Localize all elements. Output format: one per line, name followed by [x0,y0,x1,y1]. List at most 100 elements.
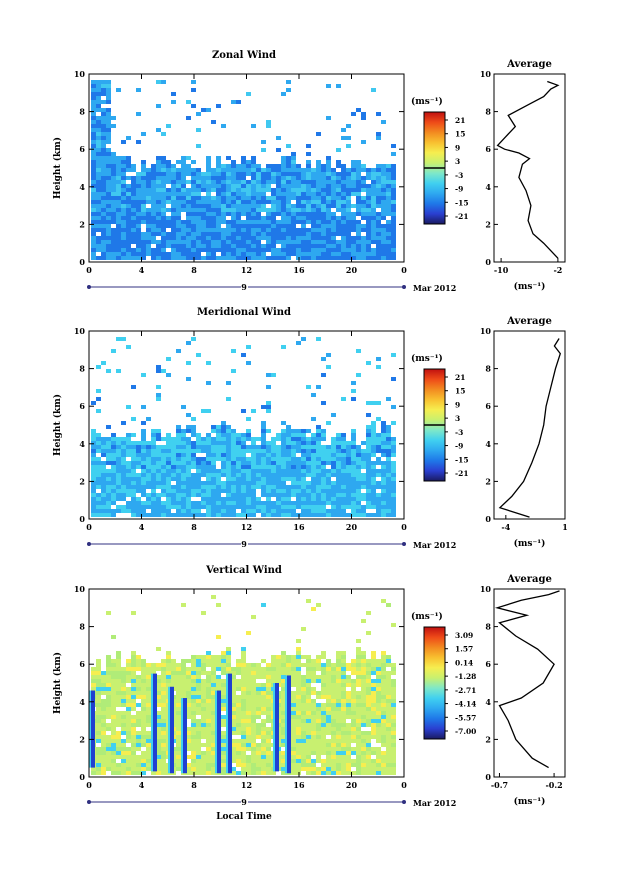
x-tick-label: 0 [86,780,92,790]
heatmap-cell [386,224,391,228]
heatmap-cell [316,743,321,747]
heatmap-cell [336,176,341,180]
heatmap-cell [121,248,126,252]
heatmap-cell [261,485,266,489]
heatmap-cell [101,144,106,148]
heatmap-cell [376,220,381,224]
heatmap-cell [106,655,111,659]
heatmap-cell [256,751,261,755]
heatmap-cell [201,751,206,755]
day-label-bg [241,282,248,292]
heatmap-cell [336,735,341,739]
heatmap-cell [361,473,366,477]
heatmap-cell [291,461,296,465]
heatmap-cell [331,683,336,687]
heatmap-cell [326,84,331,88]
heatmap-cell [166,509,171,513]
heatmap-cell [206,449,211,453]
heatmap-cell [196,445,201,449]
heatmap-cell [126,485,131,489]
heatmap-cell [131,719,136,723]
heatmap-cell [186,755,191,759]
heatmap-cell [206,477,211,481]
heatmap-cell [216,244,221,248]
heatmap-cell [376,707,381,711]
heatmap-cell [241,739,246,743]
day-axis-start [87,800,91,804]
heatmap-cell [256,509,261,513]
heatmap-cell [116,208,121,212]
heatmap-cell [206,703,211,707]
heatmap-cell [121,493,126,497]
heatmap-cell [271,252,276,256]
heatmap-cell [101,188,106,192]
heatmap-cell [301,220,306,224]
heatmap-cell [271,659,276,663]
heatmap-cell [196,449,201,453]
heatmap-cell [111,739,116,743]
heatmap-cell [91,244,96,248]
heatmap-cell [301,683,306,687]
heatmap-cell [306,473,311,477]
heatmap-cell [271,373,276,377]
heatmap-cell [196,461,201,465]
heatmap-cell [186,220,191,224]
heatmap-cell [206,160,211,164]
heatmap-cell [266,216,271,220]
heatmap-cell [231,429,236,433]
heatmap-cell [231,771,236,775]
heatmap-cell [226,469,231,473]
heatmap-cell [291,771,296,775]
heatmap-cell [371,695,376,699]
heatmap-cell [296,457,301,461]
heatmap-cell [331,505,336,509]
heatmap-cell [256,453,261,457]
heatmap-cell [136,244,141,248]
heatmap-cell [256,481,261,485]
heatmap-cell [101,124,106,128]
heatmap-cell [346,683,351,687]
heatmap-cell [111,687,116,691]
heatmap-cell [156,385,161,389]
heatmap-cell [201,208,206,212]
heatmap-cell [296,164,301,168]
heatmap-cell [286,212,291,216]
heatmap-cell [196,675,201,679]
heatmap-cell [211,493,216,497]
heatmap-cell [91,256,96,260]
heatmap-cell [126,164,131,168]
heatmap-cell [121,477,126,481]
heatmap-cell [281,433,286,437]
heatmap-cell [241,208,246,212]
heatmap-cell [271,655,276,659]
heatmap-cell [141,192,146,196]
heatmap-cell [166,240,171,244]
heatmap-cell [281,513,286,517]
heatmap-cell [251,493,256,497]
heatmap-cell [241,711,246,715]
heatmap-cell [206,485,211,489]
heatmap-cell [201,501,206,505]
heatmap-cell [111,445,116,449]
heatmap-cell [226,509,231,513]
heatmap-cell [296,497,301,501]
heatmap-cell [391,196,396,200]
heatmap-cell [321,691,326,695]
heatmap-cell [196,473,201,477]
heatmap-cell [156,675,161,679]
heatmap-cell [111,767,116,771]
heatmap-cell [151,453,156,457]
heatmap-cell [146,747,151,751]
heatmap-cell [206,188,211,192]
heatmap-cell [176,252,181,256]
heatmap-cell [276,256,281,260]
heatmap-cell [371,691,376,695]
heatmap-cell [106,425,111,429]
heatmap-cell [221,469,226,473]
heatmap-cell [166,655,171,659]
heatmap-cell [381,691,386,695]
heatmap-cell [341,501,346,505]
heatmap-cell [191,667,196,671]
heatmap-cell [101,220,106,224]
heatmap-cell [186,703,191,707]
